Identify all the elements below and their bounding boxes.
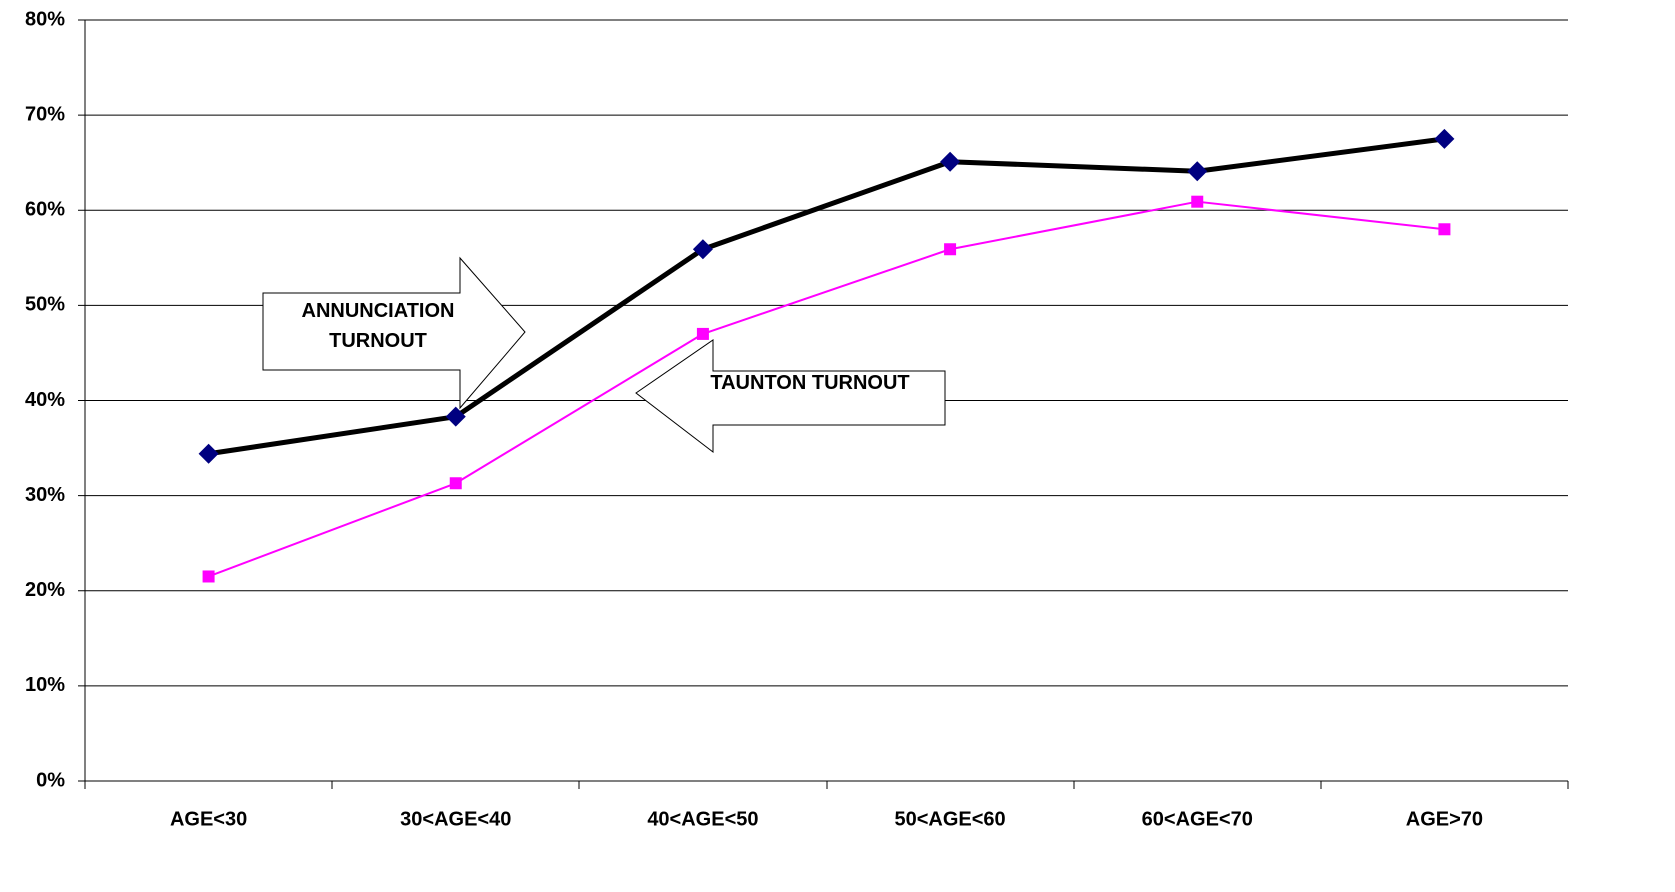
x-tick-label: AGE>70 xyxy=(1406,808,1483,830)
x-axis-ticks xyxy=(84,20,1569,789)
y-tick-label: 60% xyxy=(25,199,65,221)
marker-square xyxy=(449,477,462,490)
y-tick-label: 40% xyxy=(25,389,65,411)
marker-diamond xyxy=(445,406,466,427)
x-tick-label: AGE<30 xyxy=(170,808,247,830)
series xyxy=(198,128,1455,583)
annotation-arrow-left xyxy=(635,339,946,454)
x-tick-label: 40<AGE<50 xyxy=(647,808,758,830)
annotation-arrow-right xyxy=(262,256,526,410)
y-tick-label: 0% xyxy=(36,769,65,791)
marker-diamond xyxy=(1187,161,1208,182)
annotation-label: TAUNTON TURNOUT xyxy=(710,372,910,394)
y-tick-label: 50% xyxy=(25,294,65,316)
marker-square xyxy=(202,570,215,583)
marker-diamond xyxy=(1434,128,1455,149)
marker-square xyxy=(1191,195,1204,208)
marker-diamond xyxy=(198,443,219,464)
x-tick-label: 60<AGE<70 xyxy=(1142,808,1253,830)
y-tick-label: 20% xyxy=(25,579,65,601)
y-tick-label: 10% xyxy=(25,674,65,696)
y-tick-label: 30% xyxy=(25,484,65,506)
marker-square xyxy=(944,243,957,256)
y-tick-label: 80% xyxy=(25,8,65,30)
series-line xyxy=(208,200,1445,578)
marker-square xyxy=(1438,223,1451,236)
y-tick-label: 70% xyxy=(25,103,65,125)
x-tick-label: 50<AGE<60 xyxy=(894,808,1005,830)
series-line xyxy=(208,136,1445,457)
marker-diamond xyxy=(692,239,713,260)
annotation-label: ANNUNCIATION TURNOUT xyxy=(301,300,455,352)
marker-square xyxy=(696,327,709,340)
x-tick-label: 30<AGE<40 xyxy=(400,808,511,830)
marker-diamond xyxy=(940,151,961,172)
